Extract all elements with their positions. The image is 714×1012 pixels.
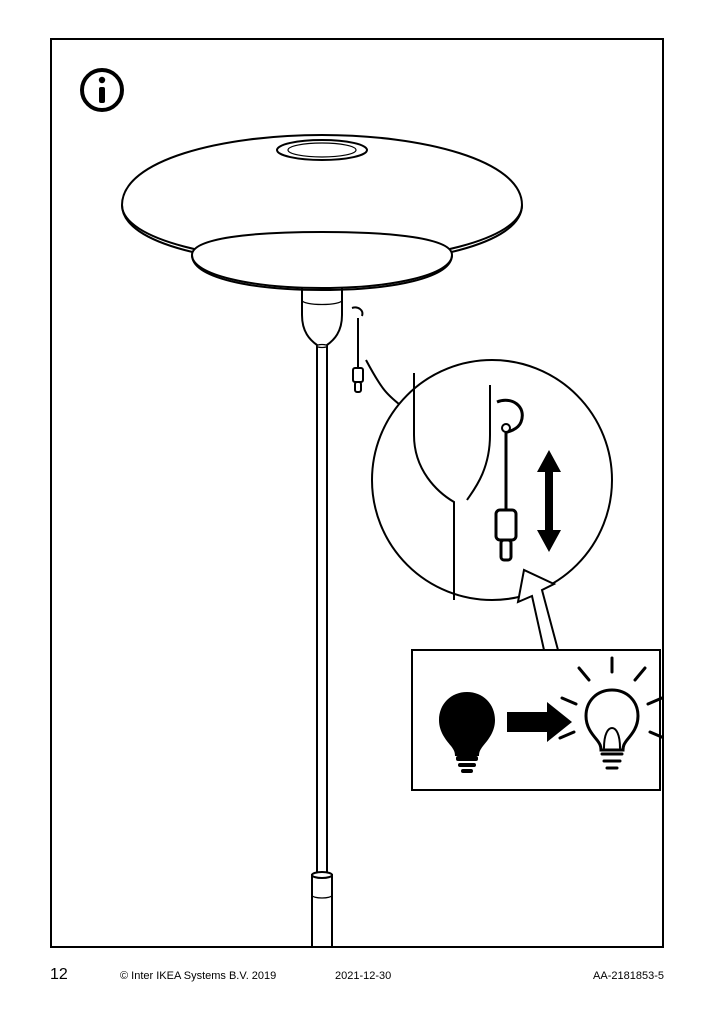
copyright-text: © Inter IKEA Systems B.V. 2019 [120,970,276,982]
result-box [412,650,662,790]
pull-switch [352,307,363,392]
illustration-frame [50,38,664,948]
result-leader-arrow-icon [518,570,558,650]
detail-circle [372,360,612,600]
callout-leader [366,360,404,408]
page: 12 © Inter IKEA Systems B.V. 2019 2021-1… [0,0,714,1012]
date-text: 2021-12-30 [335,970,391,982]
page-number: 12 [50,966,68,984]
info-icon [82,70,122,110]
instruction-diagram [52,40,662,946]
document-id: AA-2181853-5 [593,970,664,982]
footer: 12 © Inter IKEA Systems B.V. 2019 2021-1… [0,962,714,1012]
pole-lower-joint [312,872,332,946]
